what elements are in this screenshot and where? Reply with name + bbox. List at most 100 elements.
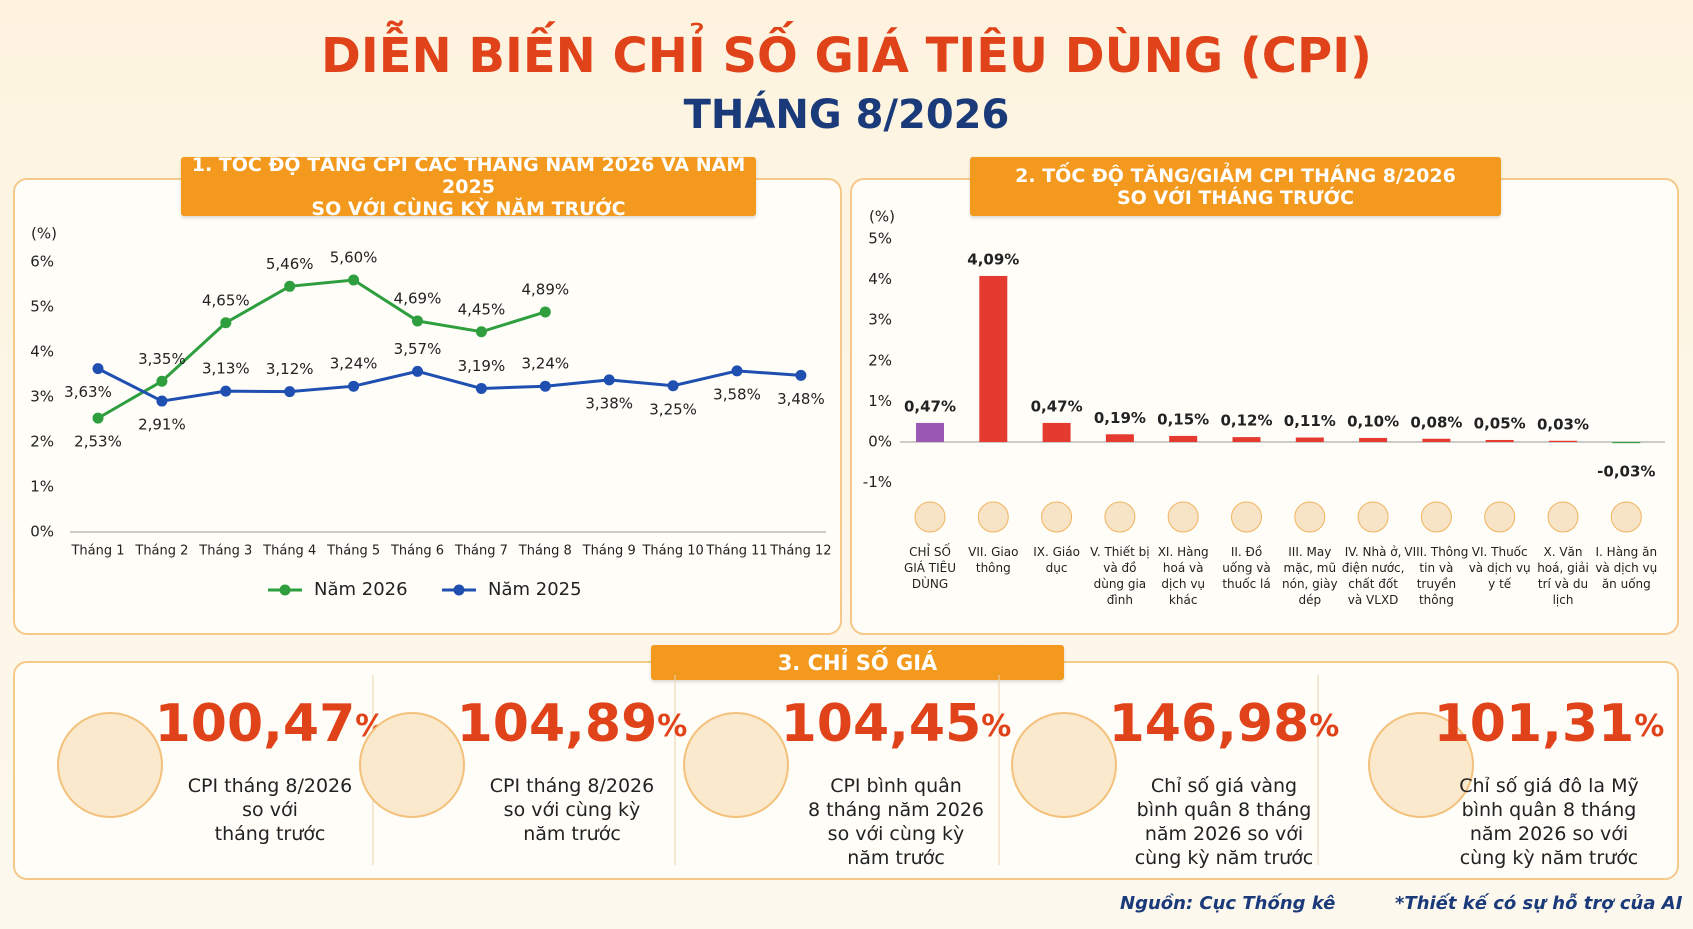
category-icon (1041, 501, 1073, 533)
x-tick-label: XI. Hàng hoá và dịch vụ khác (1157, 545, 1209, 607)
value-label: 0,11% (1284, 412, 1336, 430)
legend-marker (453, 584, 465, 596)
x-tick-label: I. Hàng ăn và dịch vụ ăn uống (1595, 545, 1658, 591)
card-number: 101,31% (1434, 694, 1665, 754)
card-value: 146,98 (1109, 694, 1310, 754)
value-label: 0,47% (1031, 397, 1083, 415)
category-icon (1420, 501, 1452, 533)
value-label: 3,38% (585, 394, 633, 412)
legend-label: Năm 2025 (488, 579, 582, 600)
card-value: 101,31 (1434, 694, 1635, 754)
card-icon (1011, 712, 1117, 818)
value-label: 3,13% (202, 360, 250, 378)
x-tick-label: Tháng 5 (326, 544, 380, 559)
point (539, 380, 551, 392)
panel-title: 3. CHỈ SỐ GIÁ (651, 645, 1064, 680)
value-label: 0,08% (1410, 413, 1462, 431)
x-tick-label: Tháng 9 (582, 544, 636, 559)
value-label: 3,63% (64, 383, 112, 401)
value-label: 3,25% (649, 400, 697, 418)
y-tick-label: 0% (868, 433, 892, 451)
y-tick-label: 3% (868, 311, 892, 329)
value-label: 0,15% (1157, 410, 1209, 428)
value-label: 5,60% (330, 249, 378, 267)
card-text: CPI tháng 8/2026 so với tháng trước (187, 775, 353, 845)
point (412, 315, 423, 327)
bar (1042, 422, 1071, 442)
x-tick-label: Tháng 4 (262, 544, 316, 559)
category-icon (1167, 501, 1199, 533)
value-label: 4,45% (458, 300, 506, 318)
category-icon (1547, 501, 1579, 533)
value-label: 0,03% (1537, 415, 1589, 433)
series-line (97, 278, 546, 420)
value-label: 3,58% (713, 385, 761, 403)
value-label: 3,57% (394, 340, 442, 358)
card-number: 100,47% (155, 694, 386, 754)
source: Nguồn: Cục Thống kê (1120, 893, 1336, 914)
x-tick-label: VIII. Thông tin và truyền thông (1404, 545, 1469, 607)
y-tick-label: 6% (30, 253, 54, 271)
x-tick-label: IV. Nhà ở, điện nước, chất đốt và VLXD (1341, 545, 1405, 607)
y-tick-label: 3% (30, 388, 54, 406)
bar (1295, 437, 1324, 442)
x-tick-label: Tháng 1 (70, 544, 124, 559)
panel-title: 2. TỐC ĐỘ TĂNG/GIẢM CPI THÁNG 8/2026 SO … (970, 157, 1501, 216)
x-tick-label: X. Văn hoá, giải trí và du lịch (1537, 545, 1589, 607)
y-tick-label: 2% (30, 433, 54, 451)
bar (1105, 434, 1134, 442)
bar (1612, 442, 1641, 444)
point (539, 306, 551, 318)
series-line (97, 367, 802, 403)
card-number: 146,98% (1109, 694, 1340, 754)
x-tick-label: VI. Thuốc và dịch vụ y tế (1468, 545, 1531, 591)
value-label: 0,12% (1220, 412, 1272, 430)
point (412, 365, 423, 377)
card-unit: % (657, 709, 687, 744)
point (284, 280, 296, 292)
legend-marker (279, 584, 291, 596)
value-label: 0,47% (904, 397, 956, 415)
x-tick-label: V. Thiết bị và đồ dùng gia đình (1090, 545, 1150, 607)
x-tick-label: Tháng 3 (198, 544, 252, 559)
y-tick-label: 2% (868, 351, 892, 369)
point (795, 369, 807, 381)
point (156, 375, 168, 387)
panel-line (13, 178, 842, 635)
card-text: CPI tháng 8/2026 so với cùng kỳ năm trướ… (489, 775, 655, 845)
bar (1169, 435, 1198, 442)
card-unit: % (1634, 709, 1664, 744)
bar (979, 275, 1008, 442)
panel-title: 1. TỐC ĐỘ TĂNG CPI CÁC THÁNG NĂM 2026 VÀ… (181, 154, 756, 220)
legend-label: Năm 2026 (314, 579, 408, 600)
category-icon (1231, 501, 1262, 533)
point (348, 380, 360, 392)
value-label: 4,09% (967, 250, 1019, 268)
value-label: 4,89% (521, 280, 569, 298)
value-label: 4,69% (394, 289, 442, 307)
y-tick-label: 4% (30, 343, 54, 361)
value-label: 3,19% (458, 357, 506, 375)
card-value: 104,45 (781, 694, 982, 754)
x-tick-label: IX. Giáo dục (1033, 545, 1080, 575)
bar (1422, 438, 1451, 442)
x-tick-label: Tháng 11 (705, 544, 767, 559)
value-label: 5,46% (266, 255, 314, 273)
value-label: 0,05% (1474, 414, 1526, 432)
category-icon (1484, 501, 1516, 533)
note: *Thiết kế có sự hỗ trợ của AI (1395, 893, 1683, 914)
point (475, 326, 487, 338)
y-tick-label: 4% (868, 270, 892, 288)
card-number: 104,89% (457, 694, 688, 754)
value-label: 4,65% (202, 291, 250, 309)
y-tick-label: 0% (30, 523, 54, 541)
bar (1485, 439, 1514, 442)
point (731, 365, 743, 377)
point (220, 317, 232, 329)
value-label: 3,24% (330, 355, 378, 373)
y-tick-label: 5% (868, 230, 892, 248)
y-tick-label: 1% (30, 478, 54, 496)
card-value: 104,89 (457, 694, 658, 754)
category-icon (1104, 501, 1136, 533)
